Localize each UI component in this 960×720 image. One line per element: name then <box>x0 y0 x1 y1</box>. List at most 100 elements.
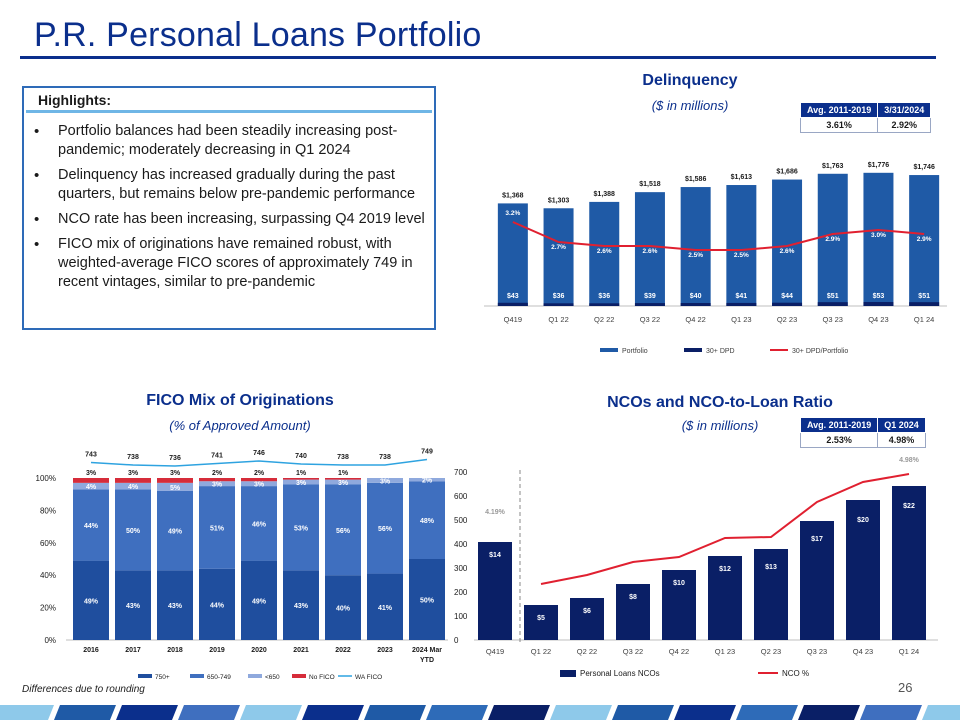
nco-subtitle: ($ in millions) <box>681 418 759 433</box>
delinquency-subtitle: ($ in millions) <box>651 98 729 113</box>
x-tick-label: Q1 24 <box>914 315 934 324</box>
band-segment <box>116 705 178 720</box>
portfolio-bar <box>680 187 711 306</box>
fico-segment <box>325 478 361 480</box>
ratio-value-label: 2.6% <box>780 248 795 255</box>
x-tick-label: Q3 23 <box>823 315 843 324</box>
portfolio-value-label: $1,586 <box>685 176 707 183</box>
wa-fico-value-label: 749 <box>421 449 433 456</box>
band-segment <box>240 705 302 720</box>
fico-segment <box>283 484 319 571</box>
dpd-value-label: $51 <box>918 293 930 300</box>
y-tick-label: 20% <box>40 604 56 613</box>
segment-value-label: 50% <box>420 598 435 605</box>
segment-value-label: 40% <box>336 606 351 613</box>
segment-value-label: 4% <box>86 484 97 491</box>
portfolio-value-label: $1,388 <box>594 191 616 198</box>
x-tick-label: 2019 <box>209 647 225 654</box>
segment-value-label: 44% <box>210 602 225 609</box>
legend-swatch <box>138 674 152 678</box>
dpd-value-label: $51 <box>827 293 839 300</box>
portfolio-bar <box>497 203 528 306</box>
dpd-value-label: $53 <box>873 293 885 300</box>
bullet-icon: • <box>34 167 40 184</box>
wa-fico-value-label: 741 <box>211 453 223 460</box>
segment-value-label: 56% <box>336 528 351 535</box>
band-segment <box>612 705 674 720</box>
legend-swatch <box>292 674 306 678</box>
nco-value-label: $13 <box>765 564 777 571</box>
x-tick-label: 2017 <box>125 647 141 654</box>
portfolio-bar <box>543 208 574 306</box>
portfolio-value-label: $1,303 <box>548 197 570 204</box>
x-tick-label: Q4 22 <box>669 647 689 656</box>
fico-title: FICO Mix of Originations <box>146 392 334 409</box>
segment-value-label: 3% <box>212 482 223 489</box>
nco-value-label: $5 <box>537 615 545 622</box>
wa-fico-value-label: 738 <box>127 454 139 461</box>
fico-segment <box>325 479 361 485</box>
legend-label: 30+ DPD <box>706 348 735 355</box>
wa-fico-value-label: 746 <box>253 450 265 457</box>
fico-segment <box>157 570 193 640</box>
fico-segment <box>199 486 235 569</box>
ratio-value-label: 2.5% <box>688 252 703 259</box>
fico-segment <box>199 478 235 482</box>
highlight-item: • Delinquency has increased gradually dur… <box>34 166 430 204</box>
fico-segment <box>115 489 151 571</box>
y-tick-label: 0% <box>44 636 56 645</box>
highlight-text: Delinquency has increased gradually duri… <box>58 167 416 202</box>
table-cell: 3.61% <box>799 117 879 133</box>
legend-swatch-nco <box>560 670 576 677</box>
legend-label: Personal Loans NCOs <box>580 669 660 678</box>
x-tick-label: Q419 <box>486 647 504 656</box>
dpd-bar <box>543 303 574 306</box>
highlights-heading: Highlights: <box>38 92 112 108</box>
segment-value-label: 3% <box>254 482 265 489</box>
nco-title: NCOs and NCO-to-Loan Ratio <box>607 394 833 411</box>
nco-value-label: $14 <box>489 552 501 559</box>
fico-segment <box>241 560 277 640</box>
fico-segment <box>325 575 361 640</box>
segment-value-label: 3% <box>170 470 181 477</box>
delinquency-chart: $1,368 $43 Q419 $1,303 $36 Q1 22 $1,388 $36 Q2 2… <box>484 162 947 355</box>
y-tick-label: 60% <box>40 539 56 548</box>
x-tick-label: Q3 23 <box>807 647 827 656</box>
legend-label: 750+ <box>155 674 170 681</box>
fico-subtitle: (% of Approved Amount) <box>169 418 311 433</box>
x-tick-label: Q3 22 <box>640 315 660 324</box>
legend-label: No FICO <box>309 674 335 681</box>
portfolio-value-label: $1,613 <box>731 174 753 181</box>
portfolio-bar <box>634 192 665 306</box>
portfolio-value-label: $1,746 <box>913 164 935 171</box>
legend-label: NCO % <box>782 669 809 678</box>
fico-segment <box>367 482 403 574</box>
x-tick-label: 2023 <box>377 647 393 654</box>
dpd-value-label: $44 <box>781 293 793 300</box>
nco-bar <box>524 605 558 640</box>
dpd-bar <box>680 303 711 306</box>
nco-value-label: $6 <box>583 608 591 615</box>
nco-bar <box>846 500 880 640</box>
fico-segment <box>409 478 445 482</box>
band-segment <box>860 705 922 720</box>
ratio-value-label: 2.6% <box>643 248 658 255</box>
band-segment <box>674 705 736 720</box>
dpd-value-label: $36 <box>553 293 565 300</box>
x-tick-label: Q4 23 <box>868 315 888 324</box>
nco-value-label: $17 <box>811 536 823 543</box>
fico-segment <box>115 570 151 640</box>
page-title: P.R. Personal Loans Portfolio <box>34 16 482 54</box>
x-tick-label: Q2 23 <box>761 647 781 656</box>
bullet-icon: • <box>34 236 40 253</box>
ratio-value-label: 3.0% <box>871 232 886 239</box>
y-tick-label: 40% <box>40 571 56 580</box>
fico-segment <box>73 478 109 483</box>
highlight-item: • Portfolio balances had been steadily in… <box>34 122 430 160</box>
legend-label: 650-749 <box>207 674 231 681</box>
portfolio-value-label: $1,686 <box>776 169 798 176</box>
band-segment <box>426 705 488 720</box>
segment-value-label: 49% <box>84 598 99 605</box>
x-tick-label: 2024 Mar <box>412 647 442 654</box>
band-segment <box>364 705 426 720</box>
